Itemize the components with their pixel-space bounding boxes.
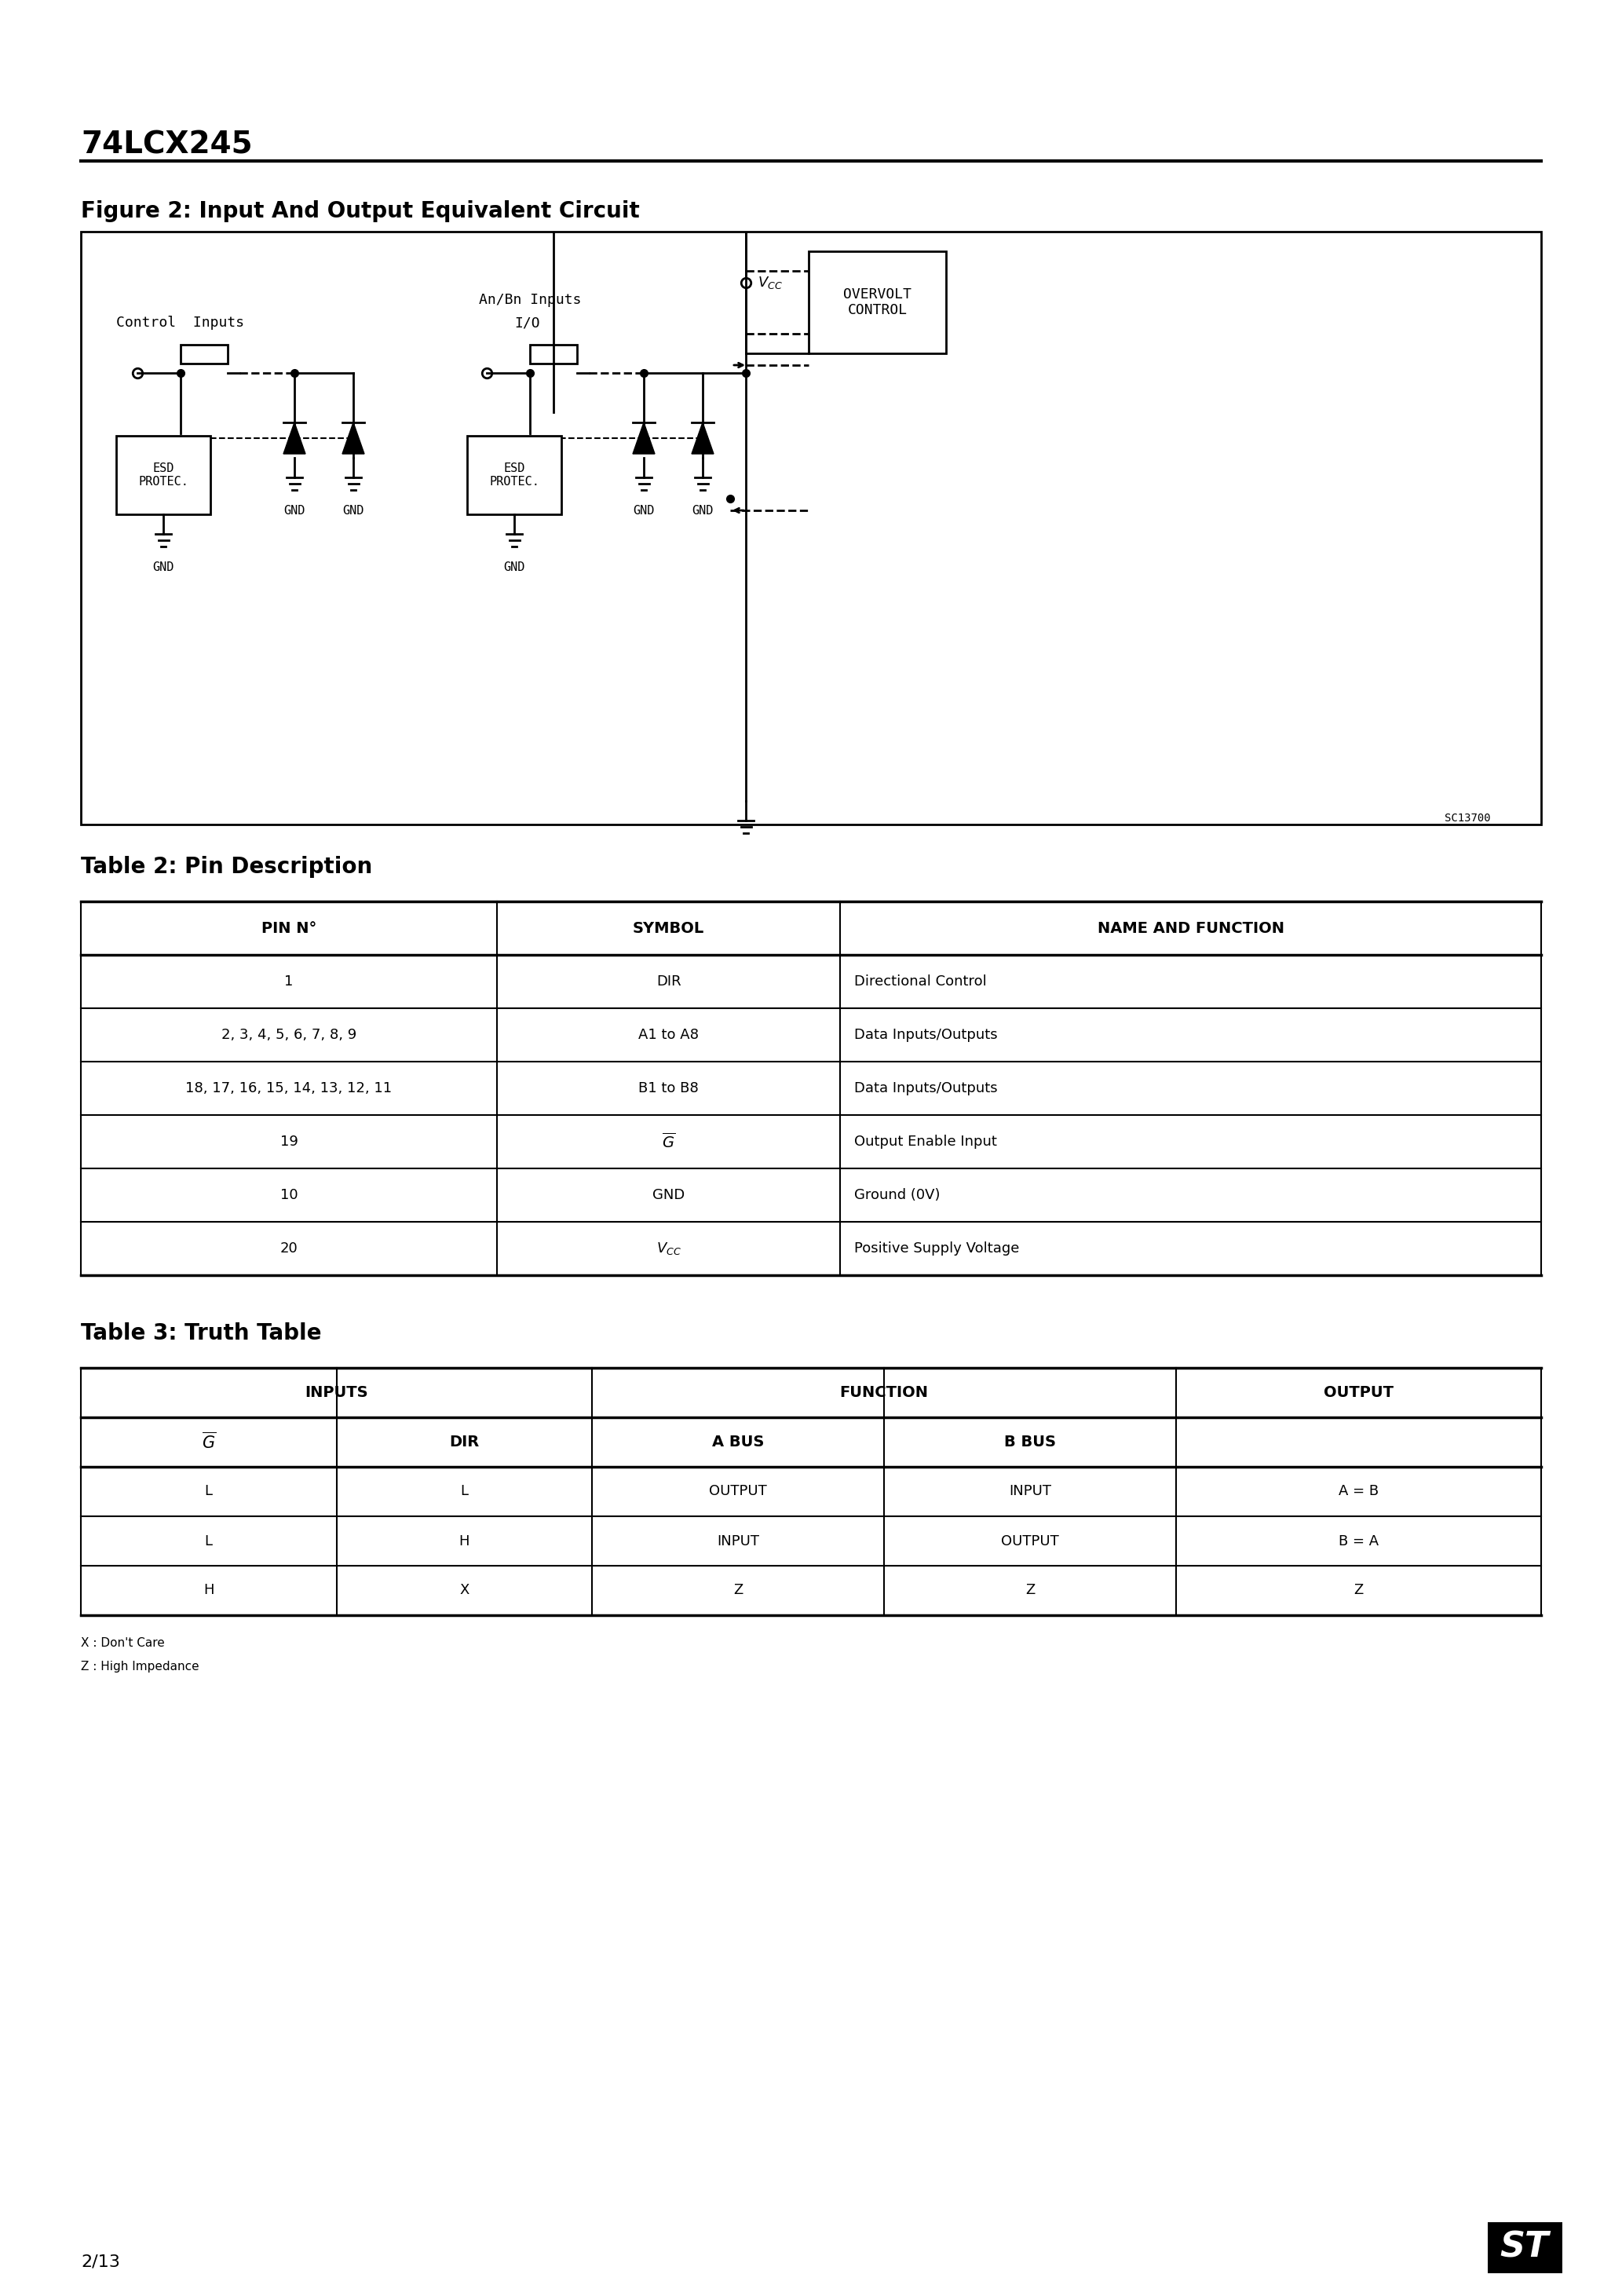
Polygon shape <box>284 422 305 455</box>
Bar <box>117 436 211 514</box>
Text: NAME AND FUNCTION: NAME AND FUNCTION <box>1096 921 1285 934</box>
Text: $V_{CC}$: $V_{CC}$ <box>757 276 783 292</box>
Text: DIR: DIR <box>449 1435 478 1449</box>
Bar <box>180 344 227 363</box>
Bar <box>809 250 946 354</box>
Text: ESD
PROTEC.: ESD PROTEC. <box>138 461 188 487</box>
Text: Z: Z <box>733 1584 743 1598</box>
Text: 10: 10 <box>281 1187 298 1203</box>
Text: PIN N°: PIN N° <box>261 921 316 934</box>
Polygon shape <box>633 422 655 455</box>
Text: 19: 19 <box>281 1134 298 1148</box>
Text: DIR: DIR <box>657 974 681 990</box>
Text: Table 2: Pin Description: Table 2: Pin Description <box>81 856 373 877</box>
Text: SC13700: SC13700 <box>1445 813 1491 824</box>
Text: GND: GND <box>693 505 714 517</box>
Text: GND: GND <box>342 505 363 517</box>
Text: B BUS: B BUS <box>1004 1435 1056 1449</box>
Text: 2/13: 2/13 <box>81 2255 120 2268</box>
Text: OUTPUT: OUTPUT <box>1324 1384 1393 1401</box>
Text: OUTPUT: OUTPUT <box>1001 1534 1059 1548</box>
Polygon shape <box>691 422 714 455</box>
Text: SYMBOL: SYMBOL <box>633 921 704 934</box>
Text: OVERVOLT
CONTROL: OVERVOLT CONTROL <box>843 287 912 317</box>
Bar <box>81 232 1541 824</box>
Text: A1 to A8: A1 to A8 <box>639 1029 699 1042</box>
Text: Z : High Impedance: Z : High Impedance <box>81 1660 200 1671</box>
Text: Ground (0V): Ground (0V) <box>855 1187 941 1203</box>
Text: Data Inputs/Outputs: Data Inputs/Outputs <box>855 1081 998 1095</box>
Text: X: X <box>459 1584 469 1598</box>
Text: INPUTS: INPUTS <box>305 1384 368 1401</box>
Text: Table 3: Truth Table: Table 3: Truth Table <box>81 1322 321 1343</box>
Text: GND: GND <box>503 563 526 574</box>
Text: INPUT: INPUT <box>1009 1486 1051 1499</box>
Text: 2, 3, 4, 5, 6, 7, 8, 9: 2, 3, 4, 5, 6, 7, 8, 9 <box>221 1029 357 1042</box>
Text: 74LCX245: 74LCX245 <box>81 129 253 158</box>
Bar <box>1487 2223 1562 2273</box>
Bar <box>81 1368 1541 1614</box>
Text: 18, 17, 16, 15, 14, 13, 12, 11: 18, 17, 16, 15, 14, 13, 12, 11 <box>185 1081 393 1095</box>
Text: Positive Supply Voltage: Positive Supply Voltage <box>855 1242 1020 1256</box>
Text: Data Inputs/Outputs: Data Inputs/Outputs <box>855 1029 998 1042</box>
Text: Z: Z <box>1025 1584 1035 1598</box>
Text: GND: GND <box>152 563 174 574</box>
Text: L: L <box>204 1486 212 1499</box>
Text: $V_{CC}$: $V_{CC}$ <box>657 1240 681 1256</box>
Text: 1: 1 <box>284 974 294 990</box>
Text: OUTPUT: OUTPUT <box>709 1486 767 1499</box>
Text: ESD
PROTEC.: ESD PROTEC. <box>490 461 539 487</box>
Text: L: L <box>204 1534 212 1548</box>
Text: $\overline{G}$: $\overline{G}$ <box>662 1132 675 1150</box>
Text: An/Bn Inputs: An/Bn Inputs <box>478 294 581 308</box>
Text: I/O: I/O <box>514 317 540 331</box>
Text: B1 to B8: B1 to B8 <box>639 1081 699 1095</box>
Text: A = B: A = B <box>1338 1486 1379 1499</box>
Bar <box>530 344 577 363</box>
Text: Z: Z <box>1354 1584 1364 1598</box>
Text: ST: ST <box>1500 2229 1549 2264</box>
Text: INPUT: INPUT <box>717 1534 759 1548</box>
Text: $\overline{G}$: $\overline{G}$ <box>201 1433 216 1451</box>
Text: Control  Inputs: Control Inputs <box>117 315 245 331</box>
Text: Figure 2: Input And Output Equivalent Circuit: Figure 2: Input And Output Equivalent Ci… <box>81 200 639 223</box>
Bar <box>467 436 561 514</box>
Text: A BUS: A BUS <box>712 1435 764 1449</box>
Text: GND: GND <box>652 1187 684 1203</box>
Text: H: H <box>203 1584 214 1598</box>
Text: H: H <box>459 1534 469 1548</box>
Text: GND: GND <box>633 505 655 517</box>
Text: 20: 20 <box>281 1242 298 1256</box>
Text: L: L <box>461 1486 469 1499</box>
Text: FUNCTION: FUNCTION <box>840 1384 928 1401</box>
Polygon shape <box>342 422 365 455</box>
Bar <box>81 902 1541 1274</box>
Text: B = A: B = A <box>1338 1534 1379 1548</box>
Text: X : Don't Care: X : Don't Care <box>81 1637 165 1649</box>
Text: GND: GND <box>284 505 305 517</box>
Text: Output Enable Input: Output Enable Input <box>855 1134 998 1148</box>
Text: Directional Control: Directional Control <box>855 974 986 990</box>
